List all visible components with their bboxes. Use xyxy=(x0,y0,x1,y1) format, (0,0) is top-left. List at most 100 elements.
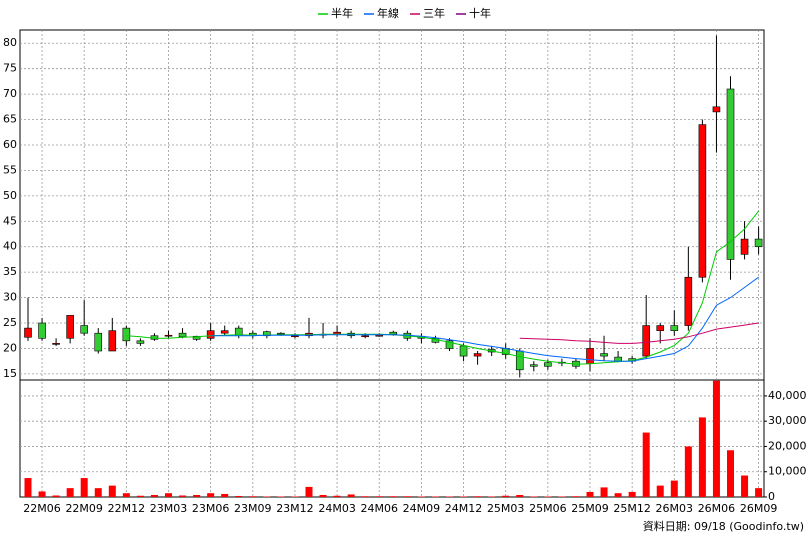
ma-line xyxy=(210,276,759,362)
volume-bar xyxy=(670,480,678,497)
volume-bar xyxy=(558,496,566,497)
x-tick-label: 23M03 xyxy=(150,502,188,515)
x-tick-label: 22M06 xyxy=(23,502,61,515)
volume-bar xyxy=(530,496,538,497)
volume-bar xyxy=(712,380,720,497)
candle-body xyxy=(698,124,707,278)
x-tick-label: 25M09 xyxy=(571,502,609,515)
candle-body xyxy=(192,335,201,340)
candle-body xyxy=(473,353,482,357)
candle-body xyxy=(642,325,651,357)
x-tick-label: 24M03 xyxy=(318,502,356,515)
candle-body xyxy=(122,327,131,342)
volume-bar xyxy=(741,475,749,497)
volume-bar xyxy=(193,494,201,497)
x-tick-label: 24M12 xyxy=(445,502,483,515)
volume-bar xyxy=(305,486,313,497)
x-tick-label: 26M03 xyxy=(656,502,694,515)
candle-body xyxy=(66,315,74,339)
y2-tick-label: 30,000 xyxy=(768,414,807,427)
x-tick-label: 23M06 xyxy=(192,502,230,515)
volume-bar xyxy=(446,496,453,497)
ma-line xyxy=(126,210,759,365)
volume-bar xyxy=(431,496,439,497)
footer: 資料日期: 09/18 (Goodinfo.tw) xyxy=(643,519,804,533)
volume-bar xyxy=(150,494,158,497)
candle-body xyxy=(24,327,32,338)
volume-bar xyxy=(516,494,524,497)
volume-bar xyxy=(698,417,706,497)
volume-bar xyxy=(291,496,299,497)
volume-bar xyxy=(628,491,636,497)
volume-bar xyxy=(249,496,257,497)
candle-body xyxy=(726,88,735,260)
candle-body xyxy=(515,350,524,371)
candle-body xyxy=(600,353,608,357)
volume-bar xyxy=(488,496,496,497)
volume-bar xyxy=(600,487,608,497)
candle-body xyxy=(80,325,88,334)
y-tick-label: 20 xyxy=(3,341,17,354)
volume-bar xyxy=(52,495,60,497)
volume-bar xyxy=(207,493,215,497)
candle-body xyxy=(94,332,103,352)
y-tick-label: 15 xyxy=(3,367,17,380)
candle-body xyxy=(206,330,215,339)
y-tick-label: 50 xyxy=(3,189,17,202)
volume-bar xyxy=(361,496,369,497)
volume-bar xyxy=(165,493,172,497)
legend-label: 半年 xyxy=(331,6,353,20)
y-tick-label: 45 xyxy=(3,214,17,227)
candle-body xyxy=(220,330,229,334)
legend-label: 年線 xyxy=(377,6,399,20)
candle-body xyxy=(740,238,749,255)
volume-bar xyxy=(544,496,552,497)
y-tick-label: 35 xyxy=(3,265,17,278)
candle-body xyxy=(614,356,622,362)
volume-bar xyxy=(277,496,285,497)
volume-bar xyxy=(333,495,341,497)
volume-bar xyxy=(347,494,355,497)
candle-body xyxy=(459,345,468,357)
plot-frame xyxy=(19,29,765,498)
candle-body xyxy=(108,330,117,352)
candle-body xyxy=(389,331,398,335)
volume-bar xyxy=(94,488,102,497)
candle-body xyxy=(670,325,679,331)
y-tick-label: 55 xyxy=(3,163,17,176)
volume-bar xyxy=(136,495,144,497)
volume-bar xyxy=(502,495,510,497)
volume-bar xyxy=(319,494,327,497)
volume-bar xyxy=(122,493,130,497)
x-tick-label: 23M12 xyxy=(276,502,314,515)
candle-body xyxy=(656,325,665,331)
y-tick-label: 70 xyxy=(3,87,17,100)
volume-bar xyxy=(727,450,734,497)
volume-bar xyxy=(417,496,425,497)
x-tick-label: 25M06 xyxy=(529,502,567,515)
x-tick-label: 25M12 xyxy=(613,502,651,515)
volume-bar xyxy=(66,488,74,497)
y2-tick-label: 40,000 xyxy=(768,389,807,402)
y-tick-label: 80 xyxy=(3,36,17,49)
candle-body xyxy=(544,362,552,367)
candle-body xyxy=(445,340,454,349)
volume-bar xyxy=(24,478,32,497)
candle-body xyxy=(52,343,60,345)
volume-bar xyxy=(403,496,411,497)
candle-body xyxy=(263,331,271,337)
volume-bar xyxy=(389,496,397,497)
x-tick-label: 24M09 xyxy=(403,502,441,515)
y-tick-label: 40 xyxy=(3,240,17,253)
volume-bar xyxy=(642,432,650,497)
y-tick-label: 25 xyxy=(3,316,17,329)
volume-bar xyxy=(108,485,116,497)
y2-tick-label: 0 xyxy=(768,490,775,503)
volume-bar xyxy=(221,493,229,497)
volume-bar xyxy=(460,496,468,497)
legend-label: 三年 xyxy=(423,6,445,20)
volume-bar xyxy=(572,496,580,497)
volume-bar xyxy=(474,496,482,497)
volume-bar xyxy=(263,496,271,497)
